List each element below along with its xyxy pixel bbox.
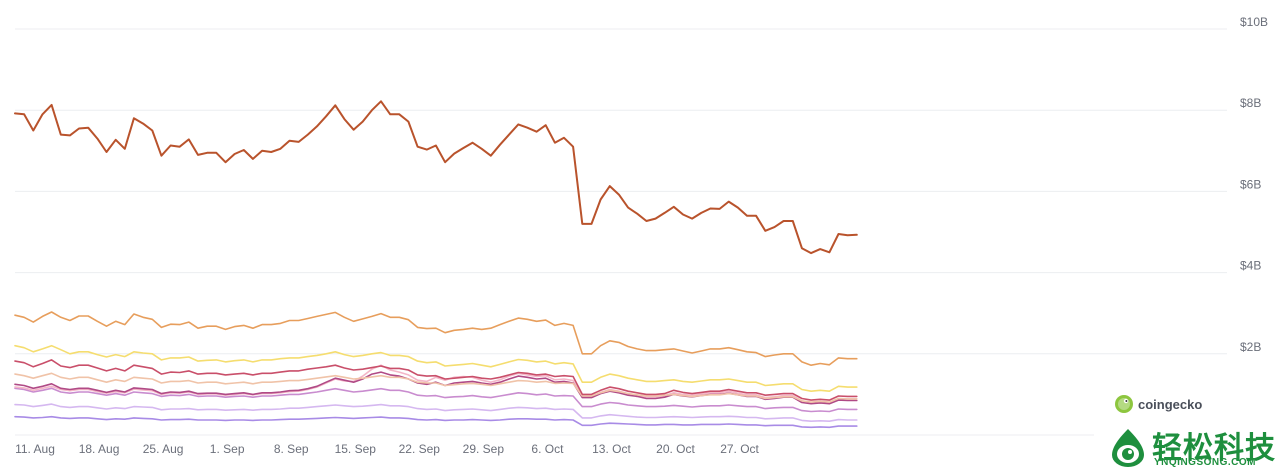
y-tick-label: $2B xyxy=(1240,340,1261,354)
x-tick-label: 20. Oct xyxy=(656,442,695,456)
y-tick-label: $8B xyxy=(1240,96,1261,110)
x-tick-label: 13. Oct xyxy=(592,442,631,456)
coingecko-watermark: coingecko xyxy=(1115,395,1202,413)
series-line-3 xyxy=(14,344,858,393)
series-line-9 xyxy=(14,403,858,423)
series-line-2 xyxy=(14,311,858,367)
x-tick-label: 1. Sep xyxy=(210,442,245,456)
series-lines xyxy=(14,100,858,429)
y-tick-label: $10B xyxy=(1240,15,1268,29)
series-line-7 xyxy=(14,364,858,404)
series-line-5 xyxy=(14,372,858,403)
x-tick-label: 25. Aug xyxy=(143,442,184,456)
brand-english-text: YNQINGSONG.COM xyxy=(1154,457,1257,468)
series-line-1 xyxy=(14,100,858,255)
series-line-10 xyxy=(14,415,858,429)
x-tick-label: 15. Sep xyxy=(335,442,377,456)
x-tick-label: 8. Sep xyxy=(274,442,309,456)
gecko-logo-icon xyxy=(1115,395,1133,413)
y-axis: $10B$8B$6B$4B$2B$0 xyxy=(1240,15,1268,435)
corner-brand-badge: 轻松科技 YNQINGSONG.COM xyxy=(1094,421,1280,473)
gridlines xyxy=(15,28,1227,436)
x-tick-label: 6. Oct xyxy=(531,442,564,456)
x-tick-label: 29. Sep xyxy=(463,442,505,456)
x-axis: 11. Aug 18. Aug 25. Aug 1. Sep 8. Sep 15. Sep… xyxy=(15,442,759,456)
x-tick-label: 11. Aug xyxy=(15,442,55,456)
series-line-8 xyxy=(14,387,858,413)
x-tick-label: 18. Aug xyxy=(79,442,120,456)
eye-logo-icon xyxy=(1112,429,1144,467)
brand-chinese-text: 轻松科技 xyxy=(1152,431,1276,466)
x-tick-label: 22. Sep xyxy=(399,442,441,456)
x-tick-label: 27. Oct xyxy=(720,442,759,456)
series-line-4 xyxy=(14,359,858,401)
y-tick-label: $6B xyxy=(1240,177,1261,191)
watermark-text: coingecko xyxy=(1138,397,1202,412)
y-tick-label: $4B xyxy=(1240,259,1261,273)
